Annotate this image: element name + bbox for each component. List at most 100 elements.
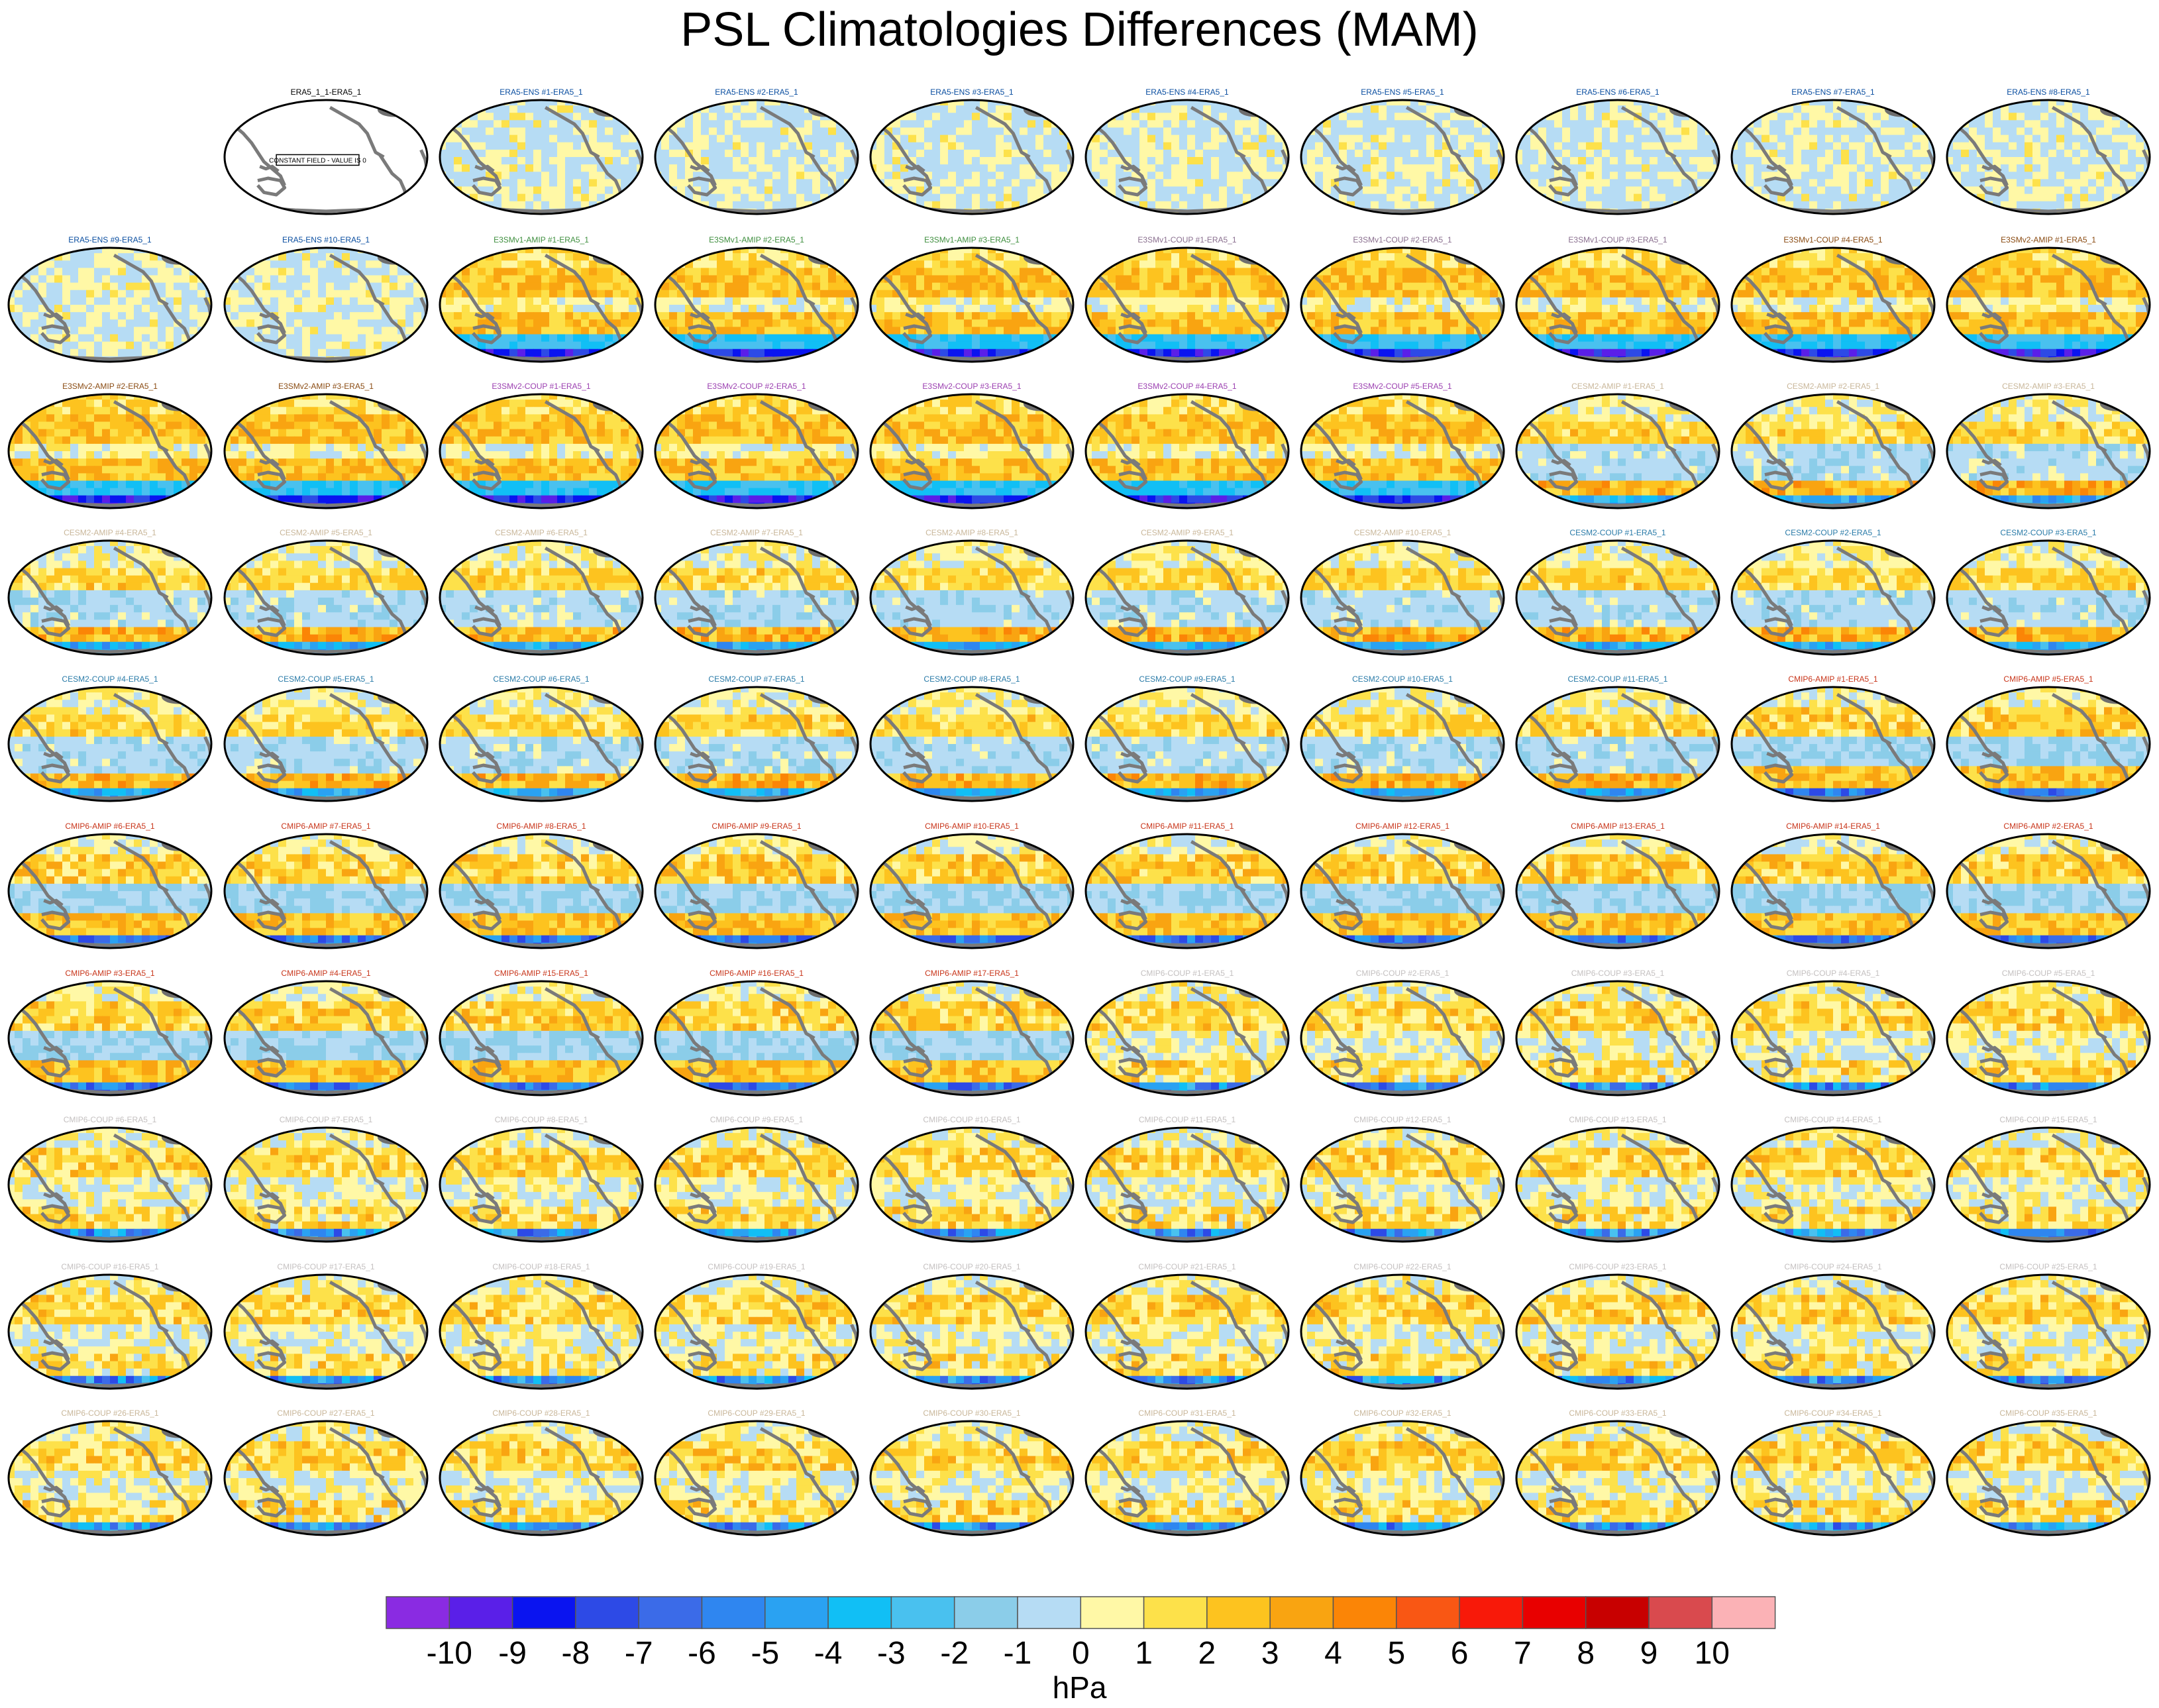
map-cell	[254, 305, 263, 313]
map-cell	[470, 312, 478, 320]
map-cell	[693, 134, 702, 143]
map-cell	[326, 248, 335, 254]
map-cell	[2040, 149, 2049, 158]
map-cell	[1697, 134, 1706, 143]
map-cell	[788, 193, 797, 202]
map-cell	[30, 334, 39, 343]
map-cell	[1626, 127, 1634, 136]
map-cell	[1043, 208, 1052, 214]
map-cell	[661, 149, 670, 158]
map-cell	[94, 327, 103, 335]
map-cell	[525, 319, 534, 327]
map-border	[223, 99, 429, 215]
map-cell	[494, 275, 502, 284]
map-cell	[589, 172, 598, 180]
map-cell	[1516, 186, 1523, 195]
map-cell	[1004, 172, 1012, 180]
map-cell	[597, 275, 606, 284]
map-cell	[836, 100, 845, 106]
map-cell	[1283, 179, 1289, 187]
map-cell	[54, 305, 63, 313]
map-cell	[1928, 120, 1934, 129]
map-cell	[1658, 142, 1666, 150]
map-cell	[2136, 157, 2144, 165]
map-cell	[302, 275, 311, 284]
map-cell	[1051, 193, 1060, 202]
map-cell	[1578, 186, 1587, 195]
map-cell	[1458, 134, 1467, 143]
map-cell	[669, 305, 678, 313]
map-cell	[462, 186, 470, 195]
map-cell	[1474, 105, 1483, 113]
map-cell	[1235, 113, 1243, 121]
map-cell	[166, 260, 174, 268]
map-cell	[621, 290, 629, 298]
map-cell	[605, 164, 613, 172]
map-cell	[2096, 193, 2105, 202]
map-cell	[557, 348, 566, 357]
map-cell	[597, 297, 606, 305]
map-cell	[565, 305, 574, 313]
map-cell	[1490, 134, 1499, 143]
map-cell	[661, 201, 670, 209]
map-cell	[733, 134, 741, 143]
map-cell	[2112, 149, 2121, 158]
coastline	[1551, 164, 1571, 173]
map-border	[869, 99, 1075, 215]
map-svg	[1946, 99, 2151, 215]
map-cell	[501, 327, 510, 335]
map-cell	[1522, 157, 1531, 165]
map-cell	[470, 305, 478, 313]
map-cell	[701, 260, 710, 268]
map-cell	[1203, 100, 1212, 106]
map-cell	[462, 253, 470, 261]
map-cell	[1020, 186, 1028, 195]
map-cell	[2040, 127, 2049, 136]
map-cell	[15, 356, 23, 362]
map-cell	[454, 348, 462, 357]
map-cell	[1530, 105, 1539, 113]
map-cell	[38, 319, 47, 327]
map-cell	[764, 134, 773, 143]
map-cell	[956, 127, 965, 136]
map-cell	[1371, 142, 1379, 150]
map-cell	[390, 297, 398, 305]
map-cell	[655, 208, 662, 214]
map-cell	[932, 113, 941, 121]
map-cell	[382, 327, 390, 335]
map-cell	[1434, 164, 1443, 172]
map-cell	[1243, 100, 1251, 106]
map-cell	[836, 275, 845, 284]
map-cell	[238, 312, 247, 320]
map-cell	[2096, 179, 2105, 187]
map-cell	[685, 193, 694, 202]
map-cell	[1187, 113, 1196, 121]
map-cell	[1155, 134, 1164, 143]
map-cell	[158, 282, 166, 291]
map-cell	[549, 341, 558, 350]
map-cell	[525, 327, 534, 335]
map-cell	[1323, 172, 1332, 180]
map-cell	[757, 142, 765, 150]
map-cell	[836, 260, 845, 268]
map-cell	[278, 348, 287, 357]
coastline	[690, 164, 710, 173]
map-cell	[669, 312, 678, 320]
map-cell	[804, 172, 813, 180]
map-cell	[1067, 120, 1073, 129]
map-cell	[685, 290, 694, 298]
map-cell	[2128, 134, 2136, 143]
map-cell	[470, 186, 478, 195]
map-cell	[478, 208, 486, 214]
map-cell	[1658, 179, 1666, 187]
map-cell	[1673, 164, 1682, 172]
map-cell	[1043, 134, 1052, 143]
map-cell	[772, 193, 781, 202]
map-cell	[294, 305, 303, 313]
map-cell	[828, 134, 837, 143]
map-cell	[733, 157, 741, 165]
map-cell	[102, 312, 111, 320]
map-cell	[1259, 164, 1267, 172]
map-cell	[1642, 113, 1650, 121]
map-cell	[342, 253, 350, 261]
